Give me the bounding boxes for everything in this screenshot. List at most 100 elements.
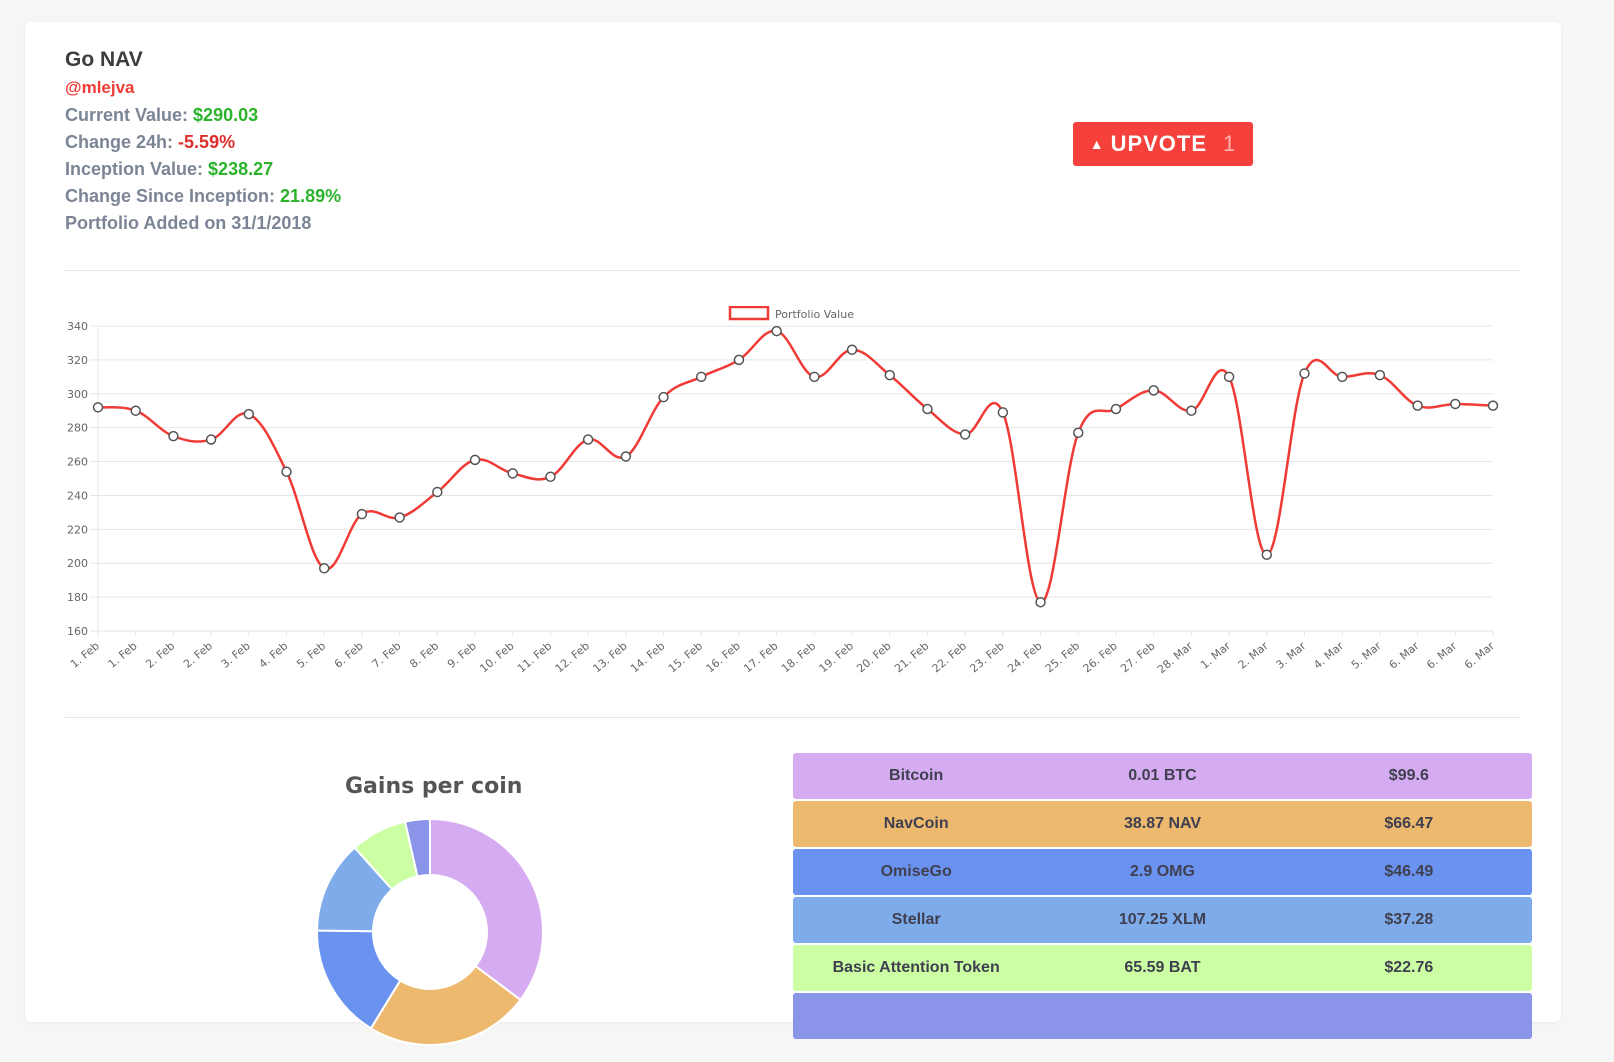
x-tick-label: 18. Feb [779,639,818,675]
change-since-inception-row: Change Since Inception: 21.89% [65,186,341,207]
portfolio-title: Go NAV [65,48,143,71]
triangle-up-icon: ▲ [1089,136,1105,152]
data-point [1299,368,1310,379]
data-point [1186,405,1197,416]
data-point [205,434,217,445]
data-point [545,471,556,483]
x-tick-label: 13. Feb [590,639,629,675]
portfolio-card: Go NAV @mlejva Current Value: $290.03 Ch… [25,22,1561,1046]
data-point [92,402,104,413]
inception-value-row: Inception Value: $238.27 [65,159,341,180]
y-tick-label: 240 [67,489,88,502]
data-point [281,466,292,477]
data-point [1073,427,1084,438]
donut-slice-other [403,817,431,878]
x-tick-label: 20. Feb [854,639,893,675]
coin-amount: 2.9 OMG [1130,863,1195,880]
coin-value: $37.28 [1384,911,1434,928]
coin-amount: 38.87 NAV [1123,815,1202,832]
x-tick-label: 19. Feb [817,639,856,675]
data-point [432,486,443,498]
data-point [1450,398,1461,410]
y-tick-label: 340 [67,320,88,333]
coin-value: $66.47 [1384,815,1434,832]
x-tick-label: 4. Mar [1311,639,1346,672]
gains-per-coin-donut-chart [315,817,544,1046]
x-tick-label: 3. Mar [1273,639,1308,672]
x-tick-label: 26. Feb [1081,639,1120,675]
y-tick-label: 220 [67,523,88,536]
data-point [168,430,179,442]
data-point [1336,371,1348,383]
coin-value: $22.76 [1384,959,1434,976]
data-point [733,354,745,366]
data-point [356,508,368,520]
x-tick-label: 2. Mar [1236,639,1271,672]
coin-amount: 107.25 XLM [1118,911,1207,928]
x-tick-label: 10. Feb [477,639,516,675]
data-point [582,434,594,445]
data-point [469,454,481,466]
coin-name: Basic Attention Token [832,959,1000,976]
current-value-label: Current Value: [65,105,189,125]
x-tick-label: 3. Feb [219,639,253,670]
data-point [959,429,971,440]
data-point [1487,400,1499,411]
donut-chart-title: Gains per coin [345,774,523,799]
divider-bottom [65,717,1521,718]
y-tick-label: 280 [67,422,88,435]
change-since-inception-label: Change Since Inception: [65,186,276,206]
data-point [318,563,330,574]
x-tick-label: 22. Feb [930,639,969,675]
x-tick-label: 1. Feb [106,639,140,670]
data-point [884,369,896,381]
change-24h-value: -5.59% [178,132,236,152]
x-tick-label: 23. Feb [967,639,1006,675]
x-tick-label: 25. Feb [1043,639,1082,675]
upvote-button[interactable]: ▲ UPVOTE 1 [1073,122,1253,166]
coin-amount: 65.59 BAT [1124,959,1201,976]
y-tick-label: 320 [67,354,88,367]
series-line-portfolio-value [97,329,1494,604]
holding-row: Bitcoin 0.01 BTC $99.6 [793,753,1532,799]
holding-row: Stellar 107.25 XLM $37.28 [793,897,1532,943]
legend-label: Portfolio Value [775,308,854,321]
x-tick-label: 1. Mar [1198,639,1233,672]
x-tick-label: 9. Feb [445,639,479,670]
x-tick-label: 11. Feb [515,639,554,675]
upvote-count: 1 [1223,131,1237,156]
upvote-label: UPVOTE [1110,131,1208,156]
current-value: $290.03 [193,105,259,125]
portfolio-author-link[interactable]: @mlejva [65,78,135,97]
y-tick-label: 160 [67,625,88,638]
inception-value: $238.27 [208,159,274,179]
data-point [809,371,820,383]
holding-row: Basic Attention Token 65.59 BAT $22.76 [793,945,1532,991]
data-point [1374,369,1386,381]
change-since-inception-value: 21.89% [280,186,342,206]
x-tick-label: 5. Mar [1349,639,1384,672]
x-tick-label: 2. Feb [181,639,215,670]
data-point [1261,549,1273,560]
current-value-row: Current Value: $290.03 [65,105,341,126]
data-point [1412,400,1423,411]
x-tick-label: 12. Feb [553,639,592,675]
data-point [1110,403,1122,415]
legend-swatch [728,306,770,321]
holding-row: OmiseGo 2.9 OMG $46.49 [793,849,1532,895]
x-tick-label: 24. Feb [1005,639,1044,675]
x-tick-label: 28. Mar [1155,639,1196,676]
portfolio-info: Go NAV @mlejva Current Value: $290.03 Ch… [65,48,341,240]
x-tick-label: 14. Feb [628,639,667,675]
data-point [658,391,669,403]
donut-slice-bitcoin [429,817,544,1002]
x-tick-label: 27. Feb [1118,639,1157,675]
coin-name: Stellar [891,911,941,928]
coin-value: $46.49 [1384,863,1434,880]
data-point [997,407,1009,418]
data-point [620,451,632,462]
x-tick-label: 15. Feb [666,639,705,675]
data-point [771,325,782,337]
x-tick-label: 17. Feb [741,639,780,675]
coin-value: $99.6 [1388,767,1429,784]
